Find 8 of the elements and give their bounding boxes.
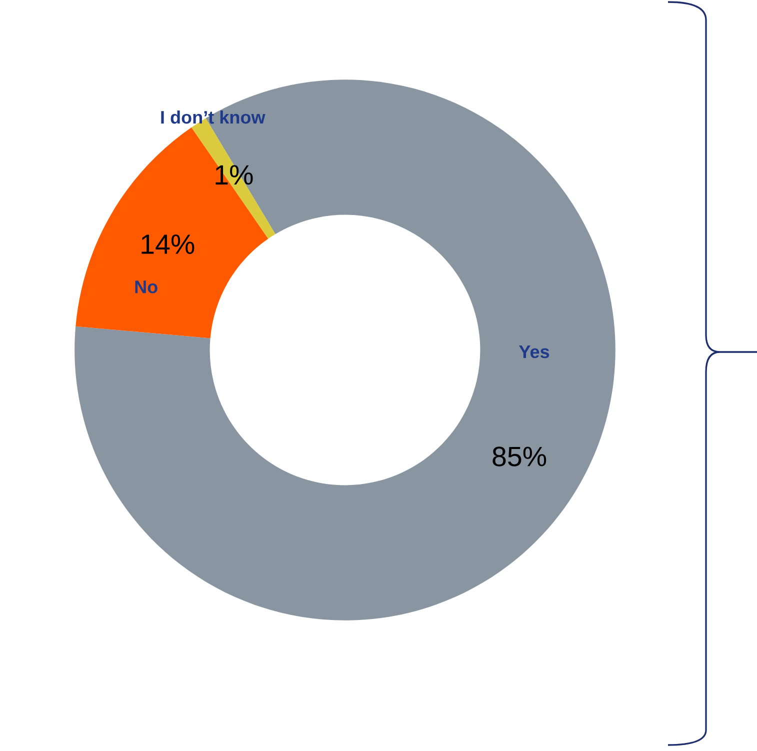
data-label: 14% [142, 234, 194, 254]
slice-label: No [135, 280, 158, 294]
slice-label: I don’t know [161, 110, 266, 124]
donut-slice [76, 127, 268, 338]
donut-slice [74, 80, 616, 620]
data-label: 85% [492, 446, 546, 466]
data-label: 1% [216, 165, 253, 185]
slice-label: Yes [518, 346, 550, 358]
